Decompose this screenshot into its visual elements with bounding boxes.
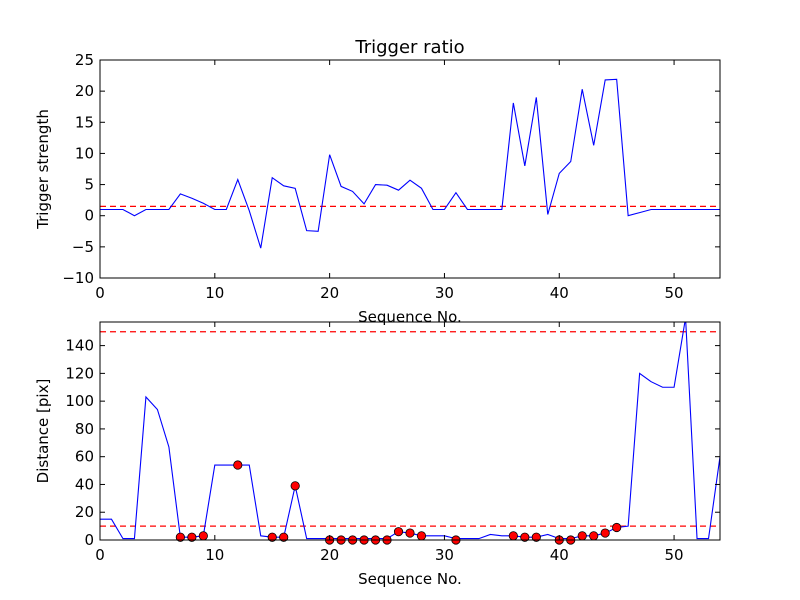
chart-title: Trigger ratio — [354, 37, 464, 58]
data-point — [198, 531, 208, 541]
y-tick-label: 0 — [84, 531, 94, 549]
y-tick-label: 20 — [75, 503, 94, 521]
data-point — [589, 531, 599, 541]
y-tick-label: 80 — [75, 420, 94, 438]
x-tick-label: 40 — [550, 546, 569, 564]
y-tick-label: 60 — [75, 448, 94, 466]
data-point — [600, 528, 610, 538]
y-tick-label: 10 — [75, 144, 94, 162]
x-tick-label: 30 — [435, 546, 454, 564]
plot-area — [100, 78, 720, 249]
y-axis-label: Distance [pix] — [34, 379, 52, 484]
x-tick-label: 20 — [320, 546, 339, 564]
trigger-ratio-chart: Trigger ratio Sequence No. Trigger stren… — [34, 37, 721, 326]
data-point — [416, 531, 427, 541]
x-tick-label: 10 — [205, 546, 224, 564]
y-tick-label: 20 — [75, 82, 94, 100]
x-axis-label: Sequence No. — [358, 570, 462, 588]
data-point — [267, 532, 277, 542]
x-tick-label: 10 — [205, 284, 224, 302]
data-point — [405, 528, 415, 538]
data-point — [175, 532, 185, 542]
x-tick-label: 50 — [665, 546, 684, 564]
data-point — [612, 522, 622, 533]
data-point — [531, 532, 541, 542]
data-point — [233, 460, 243, 470]
y-tick-label: −5 — [72, 238, 94, 256]
y-tick-label: −10 — [62, 269, 94, 287]
x-tick-label: 40 — [550, 284, 569, 302]
y-tick-label: 0 — [84, 207, 94, 225]
axes-frame — [99, 321, 721, 541]
y-tick-label: 100 — [65, 392, 94, 410]
data-point — [508, 531, 518, 541]
y-tick-label: 40 — [75, 475, 94, 493]
x-tick-label: 0 — [95, 546, 105, 564]
x-tick-label: 30 — [435, 284, 454, 302]
data-point — [187, 532, 197, 542]
x-axis-label: Sequence No. — [358, 308, 462, 326]
data-point — [577, 531, 587, 541]
data-point — [279, 532, 289, 542]
y-axis-label: Trigger strength — [34, 109, 52, 230]
x-tick-label: 20 — [320, 284, 339, 302]
y-tick-label: 140 — [65, 337, 94, 355]
y-tick-label: 25 — [75, 51, 94, 69]
distance-chart: Sequence No. Distance [pix] 0 10 20 30 40 50 0… — [34, 321, 721, 588]
y-tick-label: 15 — [75, 113, 94, 131]
data-point — [393, 527, 404, 537]
x-tick-label: 0 — [95, 284, 105, 302]
y-tick-label: 120 — [65, 364, 94, 382]
y-tick-label: 5 — [84, 176, 94, 194]
axes-frame — [99, 59, 721, 279]
x-tick-label: 50 — [665, 284, 684, 302]
data-point — [290, 481, 300, 491]
data-point — [520, 532, 530, 542]
series-line — [100, 78, 720, 249]
